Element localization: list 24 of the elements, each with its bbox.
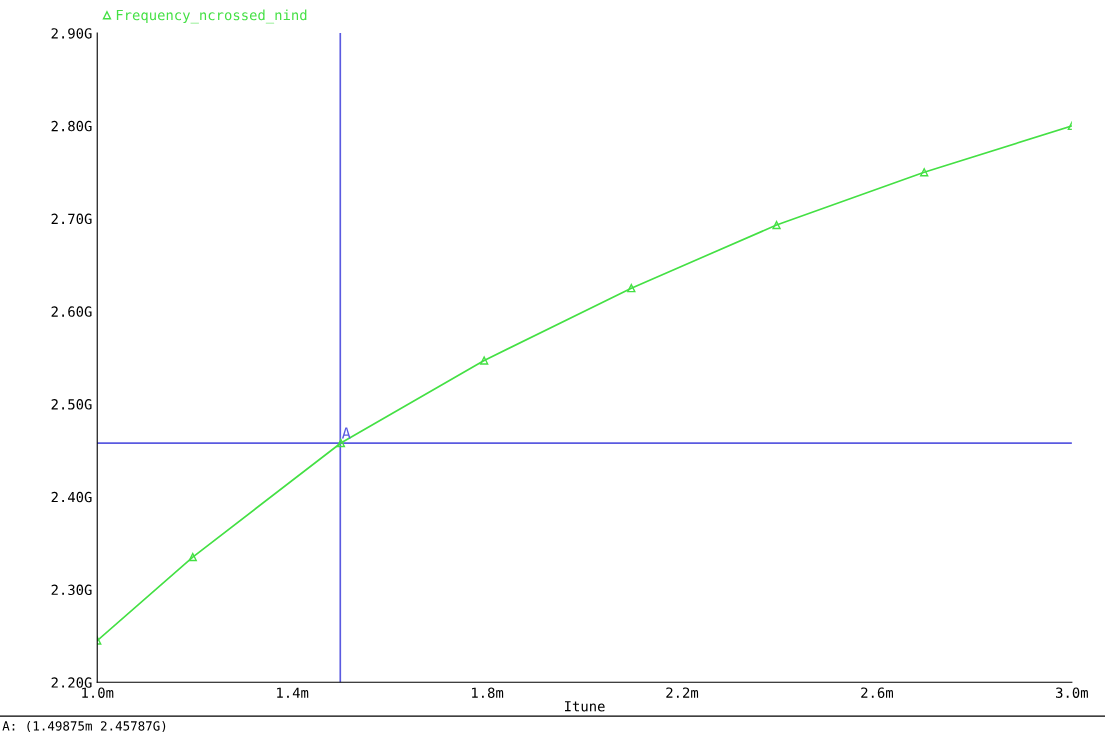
x-tick-label: 2.2m	[666, 687, 699, 698]
legend-label: Frequency_ncrossed_nind	[116, 9, 307, 24]
y-tick-label: 2.40G	[51, 491, 92, 503]
y-tick-label: 2.50G	[51, 399, 92, 410]
point	[920, 168, 929, 177]
y-tick-label: 2.70G	[51, 213, 92, 225]
text: A: (1.49875m 2.45787G)	[2, 720, 166, 733]
x-tick-label: 1.8m	[472, 687, 504, 698]
y-tick-label: 2.90G	[51, 28, 92, 39]
point	[336, 438, 346, 448]
point	[627, 283, 636, 293]
x-tick-label: 1.4m	[277, 687, 309, 698]
annotation: A	[341, 427, 351, 439]
point	[479, 356, 489, 365]
y-tick-label: 2.20G	[51, 677, 92, 688]
point	[772, 220, 781, 230]
y-tick-label: 2.60G	[51, 306, 92, 317]
point	[188, 552, 197, 562]
x-axis-title: Itune	[565, 701, 605, 712]
x-tick-label: 1.0m	[82, 687, 114, 698]
y-tick-label: 2.30G	[51, 584, 92, 596]
y-tick-label: 2.80G	[51, 120, 92, 132]
x-tick-label: 2.6m	[861, 687, 893, 698]
x-tick-label: 3.0m	[1056, 687, 1088, 698]
